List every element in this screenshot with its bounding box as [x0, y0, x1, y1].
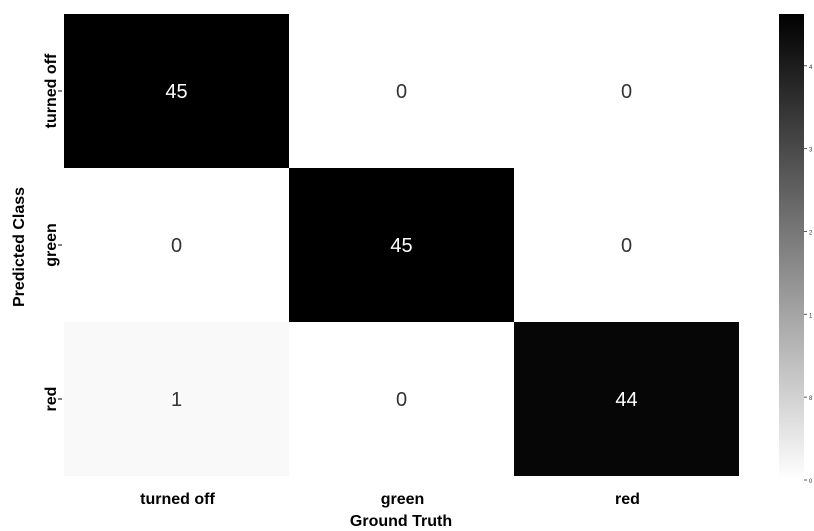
- colorbar-tick-label: 1: [809, 313, 813, 319]
- x-tick-label: turned off: [140, 491, 215, 508]
- heatmap-cell: [514, 322, 739, 476]
- heatmap-cell: [289, 14, 514, 168]
- cell-value-label: 45: [165, 81, 187, 103]
- x-tick-label: green: [381, 491, 425, 508]
- colorbar: [779, 14, 804, 480]
- cell-value-label: 0: [396, 81, 407, 103]
- cell-value-label: 1: [171, 389, 182, 411]
- colorbar-tick-label: 8: [809, 396, 813, 402]
- x-axis-label: Ground Truth: [350, 513, 452, 530]
- colorbar-ticks: 0 8 1 2 3 4: [804, 65, 813, 485]
- heatmap-cell: [64, 322, 289, 476]
- heatmap-cell: [514, 168, 739, 322]
- heatmap-cell: [64, 14, 289, 168]
- x-tick-label: red: [615, 491, 640, 508]
- colorbar-tick-label: 3: [809, 148, 813, 154]
- y-tick-label: red: [43, 387, 60, 412]
- cell-value-label: 45: [390, 235, 412, 257]
- y-tick-label: turned off: [43, 53, 60, 128]
- heatmap-cell: [64, 168, 289, 322]
- cell-value-label: 44: [615, 389, 637, 411]
- colorbar-tick-label: 0: [809, 479, 813, 485]
- y-tick-label: green: [43, 223, 60, 267]
- cell-value-label: 0: [171, 235, 182, 257]
- heatmap-cell-labels: 45 0 0 0 45 0 1 0 44: [165, 81, 637, 411]
- x-tick-labels: turned off green red: [140, 491, 640, 508]
- heatmap-cell: [514, 14, 739, 168]
- cell-value-label: 0: [396, 389, 407, 411]
- colorbar-tick-label: 2: [809, 230, 813, 236]
- colorbar-tick-label: 4: [809, 65, 813, 71]
- cell-value-label: 0: [621, 235, 632, 257]
- heatmap-cell: [289, 322, 514, 476]
- y-axis-label: Predicted Class: [11, 187, 28, 307]
- y-tick-labels: turned off green red: [43, 53, 62, 411]
- heatmap-cell: [289, 168, 514, 322]
- heatmap-cells: [64, 14, 739, 476]
- cell-value-label: 0: [621, 81, 632, 103]
